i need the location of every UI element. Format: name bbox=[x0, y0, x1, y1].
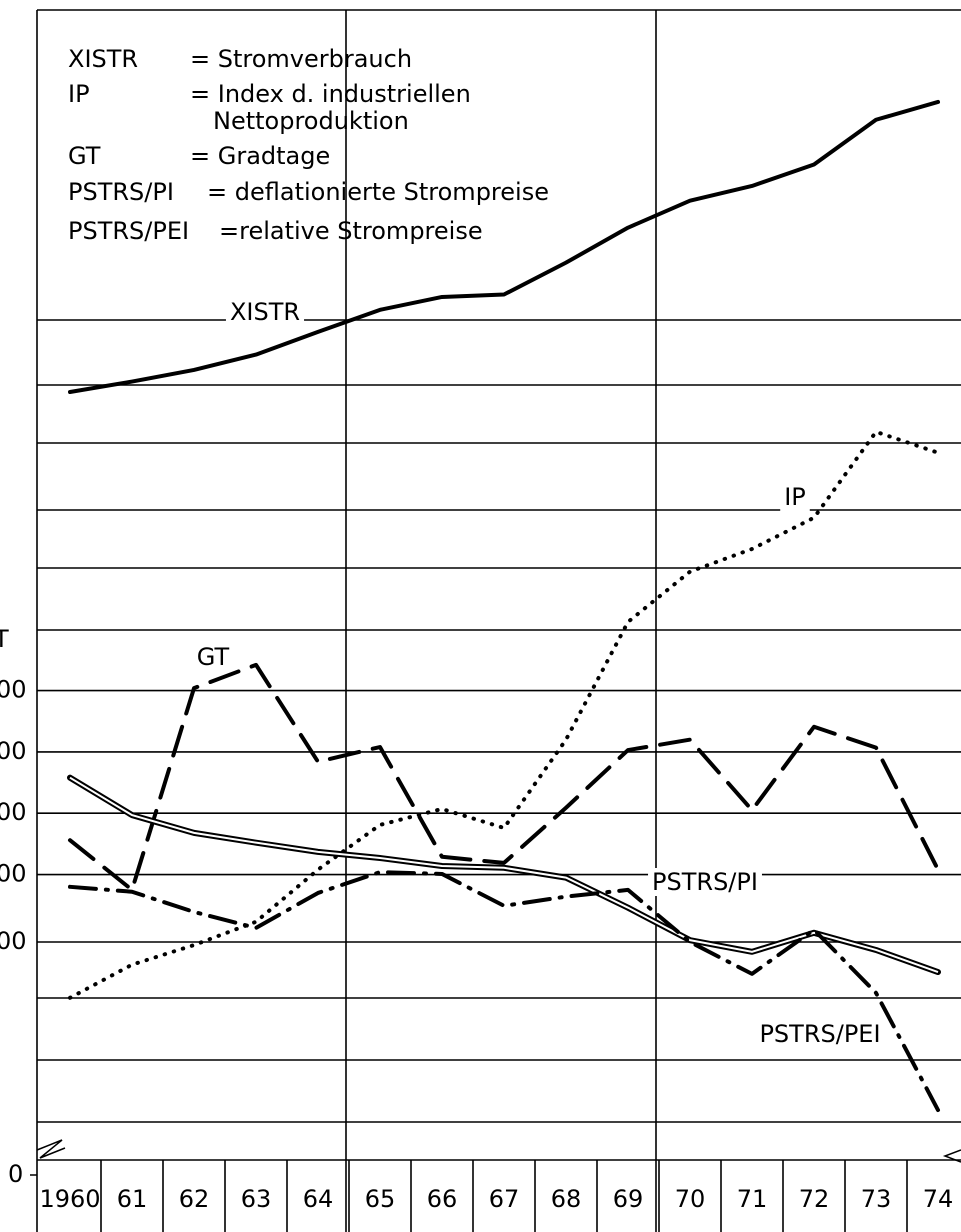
y-tick-label: 00 bbox=[0, 860, 27, 888]
series-label: PSTRS/PEI bbox=[759, 1020, 880, 1048]
label-bg bbox=[755, 1020, 885, 1048]
axis-break bbox=[942, 1149, 961, 1163]
x-tick-label: 61 bbox=[117, 1185, 148, 1213]
y-tick-label: 00 bbox=[0, 927, 27, 955]
y-tick-label: 00 bbox=[0, 798, 27, 826]
label-bg bbox=[780, 483, 810, 511]
label-bg bbox=[192, 643, 234, 671]
x-tick-label: 71 bbox=[737, 1185, 768, 1213]
series-label: GT bbox=[197, 643, 230, 671]
series-line bbox=[68, 662, 940, 892]
legend-abbr: GT bbox=[68, 142, 101, 170]
x-tick-label: 73 bbox=[861, 1185, 892, 1213]
series-label: IP bbox=[784, 483, 806, 511]
x-tick-label: 68 bbox=[551, 1185, 582, 1213]
y-tick-label: 0 bbox=[8, 1160, 23, 1188]
series-label: PSTRS/PI bbox=[652, 868, 758, 896]
legend-text: = Gradtage bbox=[190, 142, 330, 170]
x-tick-label: 72 bbox=[799, 1185, 830, 1213]
legend-abbr: PSTRS/PEI bbox=[68, 217, 189, 245]
legend-text: =relative Strompreise bbox=[219, 217, 483, 245]
y-tick-label: 00 bbox=[0, 676, 27, 704]
y-tick-label: 00 bbox=[0, 737, 27, 765]
x-tick-label: 70 bbox=[675, 1185, 706, 1213]
x-tick-label: 65 bbox=[365, 1185, 396, 1213]
series-line-inner bbox=[69, 776, 939, 973]
x-tick-label: 67 bbox=[489, 1185, 520, 1213]
frame bbox=[36, 9, 961, 1232]
x-tick-label: 74 bbox=[923, 1185, 954, 1213]
label-bg bbox=[648, 868, 762, 896]
series-line bbox=[68, 429, 940, 1000]
x-tick-label: 69 bbox=[613, 1185, 644, 1213]
x-tick-label: 62 bbox=[179, 1185, 210, 1213]
axis-break bbox=[36, 1139, 66, 1159]
x-tick-label: 63 bbox=[241, 1185, 272, 1213]
legend-text: Nettoproduktion bbox=[213, 107, 409, 135]
x-tick-label: 64 bbox=[303, 1185, 334, 1213]
x-tick-label: 1960 bbox=[39, 1185, 100, 1213]
series-line bbox=[68, 99, 940, 394]
legend-text: = deflationierte Strompreise bbox=[207, 178, 549, 206]
legend-text: = Stromverbrauch bbox=[190, 45, 412, 73]
series-label: XISTR bbox=[230, 298, 300, 326]
legend-abbr: IP bbox=[68, 80, 90, 108]
x-tick-label: 66 bbox=[427, 1185, 458, 1213]
series-line bbox=[68, 870, 940, 1113]
label-bg bbox=[225, 298, 305, 326]
y-axis-label: T bbox=[0, 625, 9, 653]
legend-text: = Index d. industriellen bbox=[190, 80, 471, 108]
legend-abbr: PSTRS/PI bbox=[68, 178, 174, 206]
legend-abbr: XISTR bbox=[68, 45, 138, 73]
